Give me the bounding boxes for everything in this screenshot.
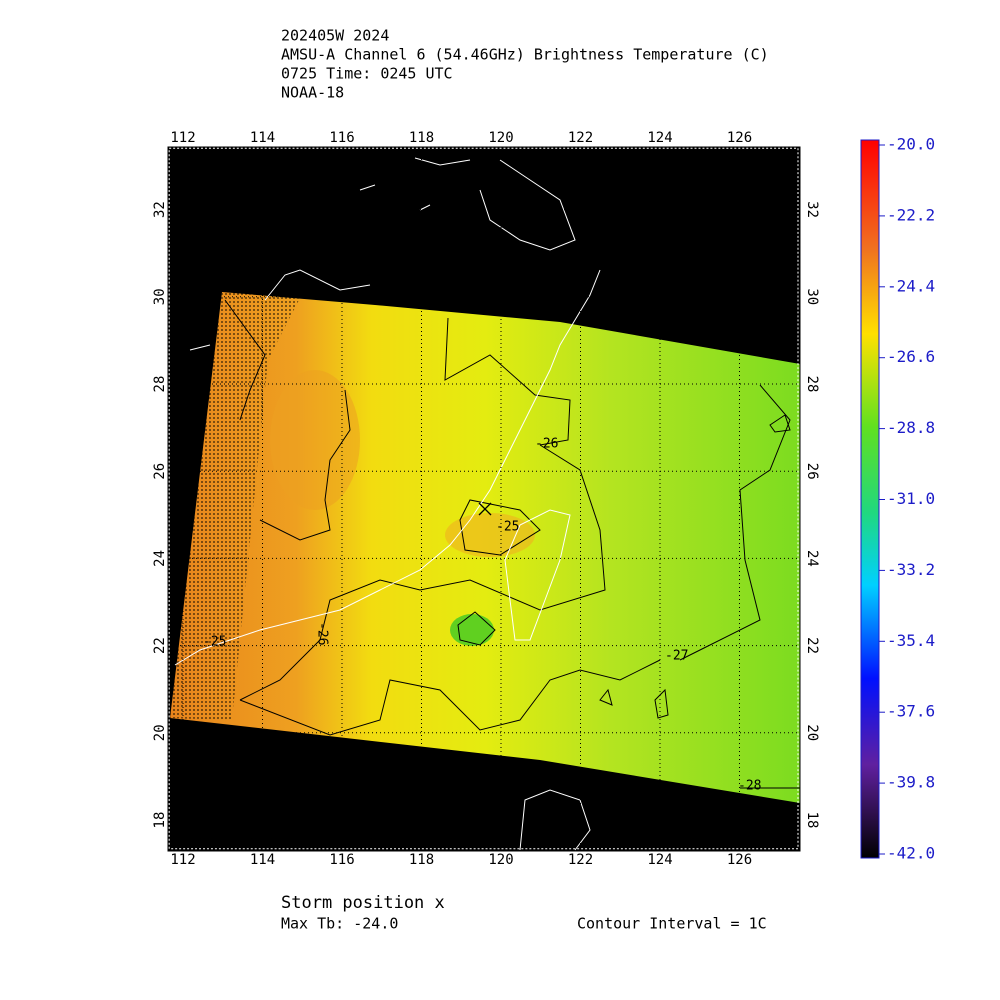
storm-position: Storm position x [281, 893, 445, 913]
colorbar [860, 139, 880, 859]
lon-tick-label: 126 [727, 852, 752, 868]
contour [444, 317, 571, 446]
contour [239, 659, 661, 736]
lon-tick-label: 122 [568, 130, 593, 146]
coastline [174, 269, 601, 666]
contour-label: -27 [665, 649, 688, 664]
contour-label: -26 [535, 437, 558, 452]
contour-label: -28 [738, 779, 761, 794]
lon-tick-label: 126 [727, 130, 752, 146]
contour [259, 389, 351, 541]
coastline [479, 159, 576, 251]
contour [679, 384, 791, 661]
lon-tick-label: 116 [329, 130, 354, 146]
contour-label: -25 [203, 635, 226, 650]
lat-tick-label: 28 [804, 376, 820, 393]
lon-tick-label: 118 [409, 130, 434, 146]
cool-area [450, 614, 494, 646]
colorbar-label: -22.2 [887, 205, 935, 224]
contour [457, 611, 496, 646]
contour-interval: Contour Interval = 1C [577, 915, 767, 933]
lat-tick-label: 32 [152, 201, 168, 218]
colorbar-label: -20.0 [887, 135, 935, 154]
coastline [504, 509, 571, 641]
lon-tick-label: 120 [488, 130, 513, 146]
coastline [189, 157, 471, 351]
lat-tick-label: 30 [152, 288, 168, 305]
lat-tick-label: 32 [804, 201, 820, 218]
map-frame [167, 146, 801, 852]
warm-area [270, 370, 360, 510]
max-tb: Max Tb: -24.0 [281, 915, 398, 933]
colorbar-labels: -20.0 -22.2 -24.4 -26.6 -28.8 -31.0 -33.2 -35.4… [879, 135, 935, 863]
lat-tick-label: 28 [152, 376, 168, 393]
lon-tick-label: 122 [568, 852, 593, 868]
contour [224, 299, 266, 421]
lat-tick-label: 20 [152, 724, 168, 741]
storm-marker [478, 502, 492, 516]
header-line: NOAA-18 [281, 84, 344, 102]
coastline [264, 269, 371, 301]
lat-tick-label: 24 [152, 550, 168, 567]
lat-tick-label: 20 [804, 724, 820, 741]
lon-tick-label: 116 [329, 852, 354, 868]
map-frame-inner [168, 147, 799, 850]
colorbar-label: -35.4 [887, 631, 935, 650]
colorbar-label: -28.8 [887, 418, 935, 437]
warm-area [445, 513, 535, 557]
contour-label: -26 [315, 622, 330, 645]
lon-tick-label: 124 [647, 852, 672, 868]
contour [459, 499, 541, 556]
lat-tick-label: 18 [804, 812, 820, 829]
coastline [519, 789, 591, 851]
contour [239, 444, 606, 701]
coastlines [174, 157, 601, 851]
colorbar-label: -42.0 [887, 844, 935, 863]
header-line: AMSU-A Channel 6 (54.46GHz) Brightness T… [281, 46, 769, 64]
colorbar-label: -39.8 [887, 773, 935, 792]
lat-tick-label: 22 [804, 637, 820, 654]
grid [168, 147, 800, 851]
colorbar-label: -33.2 [887, 560, 935, 579]
colorbar-label: -26.6 [887, 347, 935, 366]
lat-tick-label: 22 [152, 637, 168, 654]
lon-tick-label: 114 [250, 130, 275, 146]
edge-hatching [170, 292, 300, 720]
lat-tick-label: 24 [804, 550, 820, 567]
lon-tick-label: 124 [647, 130, 672, 146]
contour-label: -25 [496, 520, 519, 535]
colorbar-label: -37.6 [887, 702, 935, 721]
lon-tick-label: 120 [488, 852, 513, 868]
contour [599, 414, 791, 719]
lat-tick-label: 26 [804, 463, 820, 480]
lon-tick-label: 118 [409, 852, 434, 868]
contours [224, 299, 800, 789]
lon-tick-label: 112 [170, 852, 195, 868]
colorbar-label: -31.0 [887, 489, 935, 508]
header-line: 0725 Time: 0245 UTC [281, 65, 453, 83]
lon-tick-label: 114 [250, 852, 275, 868]
lat-tick-label: 30 [804, 288, 820, 305]
lat-tick-label: 26 [152, 463, 168, 480]
header-line: 202405W 2024 [281, 27, 389, 45]
colorbar-label: -24.4 [887, 276, 935, 295]
lon-tick-label: 112 [170, 130, 195, 146]
lat-tick-label: 18 [152, 812, 168, 829]
